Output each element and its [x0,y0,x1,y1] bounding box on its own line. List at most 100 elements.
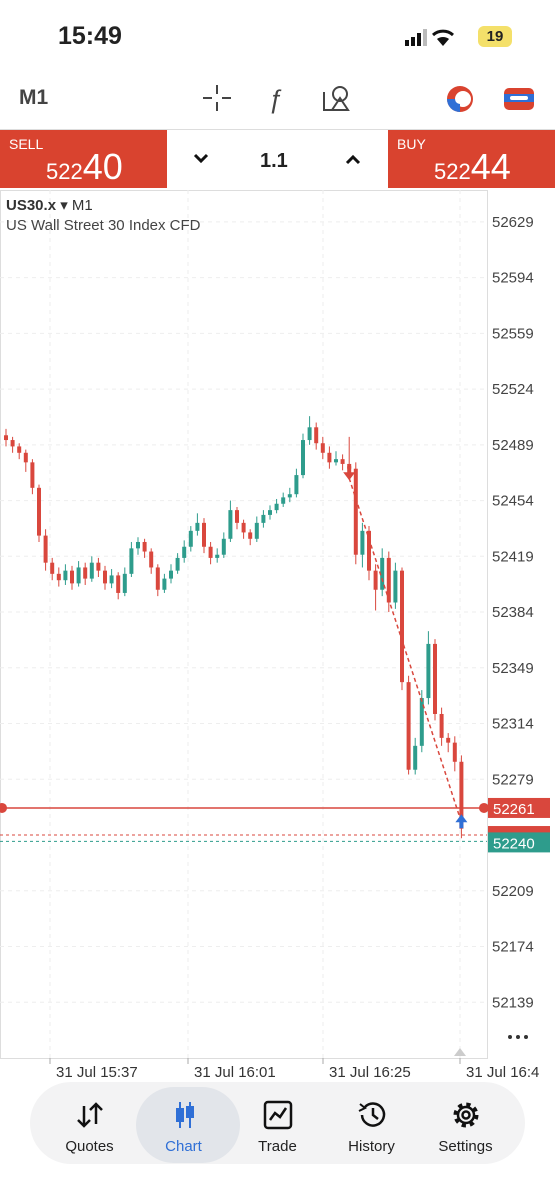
tab[interactable]: Settings [416,1082,515,1164]
tab[interactable]: Quotes [40,1082,139,1164]
settings-icon [453,1102,479,1128]
candle-body [459,761,464,829]
indicator-icon[interactable]: ƒ [268,84,282,114]
sell-label: SELL [9,136,44,152]
candle-body [175,557,180,571]
candle-body [103,570,107,584]
volume-up[interactable] [345,154,361,165]
candle-body [50,562,55,574]
candle-body [56,573,61,581]
x-tick-label: 31 Jul 16:01 [194,1064,276,1081]
candle-body [334,459,338,463]
crosshair-icon[interactable] [203,85,231,111]
candle-body [386,557,391,603]
candle-body [367,530,371,571]
candle-body [89,562,94,579]
timeframe-button[interactable]: M1 [19,86,49,109]
candle-body [169,570,173,579]
volume-down[interactable] [193,153,209,164]
x-tick-label: 31 Jul 16:4 [466,1064,539,1081]
bid-label-bg [488,832,550,853]
buy-button[interactable]: BUY 52244 [388,130,555,188]
candle-body [353,468,358,555]
symbol-line: US30.x ▾ M1 [6,196,93,214]
y-tick-label: 52314 [492,716,534,733]
candle-body [426,643,431,699]
buy-price-small: 522 [434,159,471,184]
candle-body [37,487,41,536]
y-tick-label: 52209 [492,883,534,900]
y-tick-label: 52349 [492,660,534,677]
tab-label: Settings [438,1138,493,1155]
toolbar-icons: ƒ [203,84,534,114]
volume[interactable]: 1.1 [260,150,288,172]
y-tick-label: 52559 [492,325,534,342]
candle-body [439,713,444,738]
candle-body [188,530,193,547]
sell-button[interactable]: SELL 52240 [0,130,167,188]
candle-body [340,459,345,464]
symbol[interactable]: US30.x [6,197,57,214]
symbol-caret: ▾ [60,197,68,214]
candle-body [149,551,154,568]
quotes-icon [77,1102,103,1128]
objects-icon[interactable] [323,86,350,111]
status-time: 15:49 [58,22,122,50]
y-tick-label: 52384 [492,604,534,621]
candle-body [320,443,325,453]
divider [0,129,555,130]
candle-body [4,435,8,441]
symbol-description: US Wall Street 30 Index CFD [6,217,201,234]
chart-icon [176,1102,194,1128]
tab-label: History [348,1138,395,1155]
trade-icon [263,1100,293,1130]
entry-arrow [343,466,356,481]
chart-timeframe: M1 [71,197,93,214]
candle-body [17,446,22,453]
trade-link [348,478,463,823]
candle-body [314,427,319,444]
candle-body [195,522,200,531]
candle-body [268,510,272,515]
y-tick-label: 52419 [492,548,534,565]
candle-body [254,522,259,539]
candle-body [235,510,239,523]
candle-body [446,737,451,743]
account-icon[interactable] [447,86,473,112]
buy-price-big: 44 [470,146,511,187]
candle-body [182,546,187,558]
position-label-bg [488,797,550,818]
candle-body [122,573,127,593]
status-icons [405,29,454,46]
candle-body [136,541,140,549]
candle-body [261,514,266,523]
y-tick-label: 52489 [492,437,534,454]
candle-body [287,494,292,498]
volume-arrows [193,153,361,165]
battery: 19 [478,26,512,47]
tab[interactable]: History [322,1082,421,1164]
candle-body [83,567,88,579]
tab[interactable]: Trade [228,1082,327,1164]
tab-label: Trade [258,1138,297,1155]
candle-body [215,554,220,558]
candle-body [400,570,404,683]
candle-body [70,570,74,584]
candle-body [380,557,385,590]
tab-bar: Quotes Chart Trade History Settings [30,1082,525,1164]
x-tick-label: 31 Jul 16:25 [329,1064,411,1081]
candle-body [373,570,378,590]
y-tick-label: 52139 [492,994,534,1011]
trading-icon[interactable] [504,88,534,110]
tab[interactable]: Chart [134,1082,240,1164]
y-tick-label: 52594 [492,270,534,287]
candle-body [162,578,167,590]
chart: 31 Jul 15:37 31 Jul 16:01 31 Jul 16:25 31 J… [0,190,550,1081]
position-dot [0,802,7,813]
candle-body [360,530,365,555]
more-dot [508,1035,512,1039]
more-dot [524,1035,528,1039]
candle-body [413,745,418,770]
candle-body [393,570,398,603]
exit-arrow [455,814,468,829]
